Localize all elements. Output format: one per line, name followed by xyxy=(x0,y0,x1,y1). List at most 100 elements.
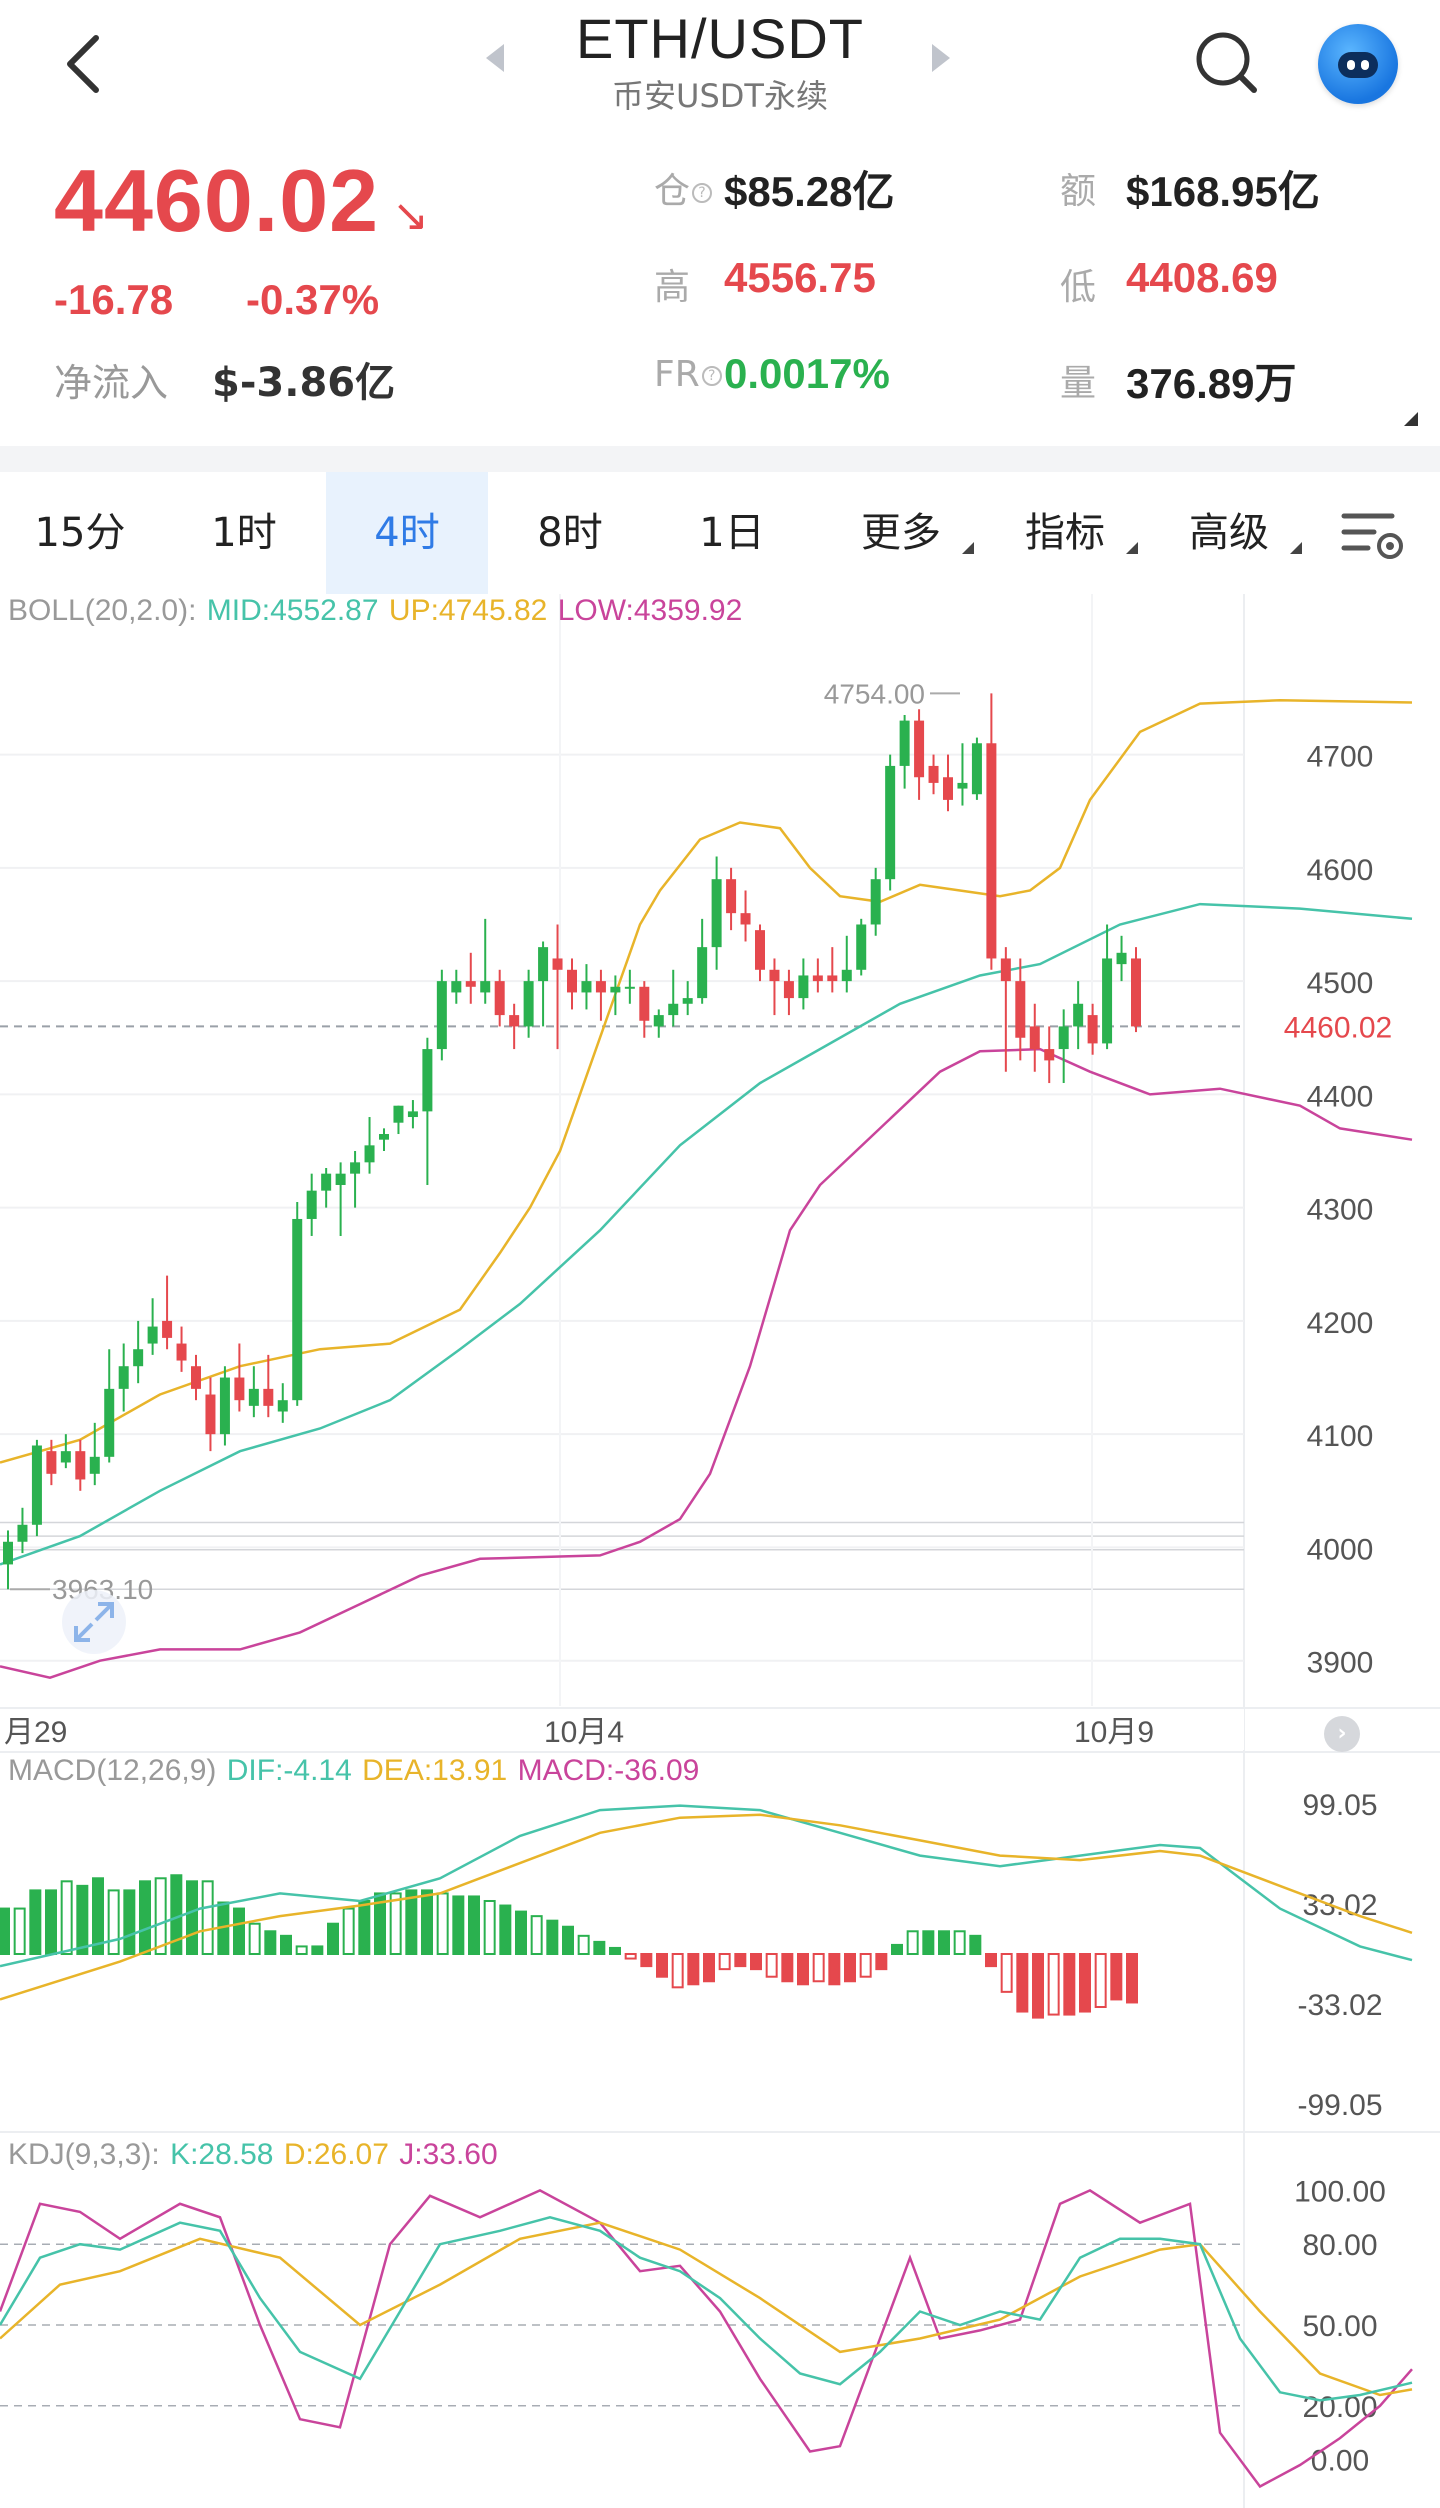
price-tick-label: 4000 xyxy=(1307,1533,1374,1566)
tab-1d[interactable]: 1日 xyxy=(652,472,812,594)
prev-pair-icon[interactable] xyxy=(486,44,504,72)
pair-title: ETH/USDT xyxy=(576,7,864,70)
candle-body xyxy=(856,924,867,970)
robot-avatar-icon[interactable] xyxy=(1318,24,1398,104)
boll-low: LOW:4359.92 xyxy=(557,594,743,627)
help-icon[interactable]: ? xyxy=(692,183,713,203)
funding-rate-label[interactable]: FR? xyxy=(654,354,722,395)
volume-label: 量 xyxy=(1060,363,1097,404)
kdj-d: D:26.07 xyxy=(283,2138,389,2171)
tab-4h[interactable]: 4时 xyxy=(326,472,488,594)
candle-body xyxy=(277,1400,288,1412)
macd-histogram-bar xyxy=(389,1892,402,1956)
help-icon[interactable]: ? xyxy=(701,366,722,386)
macd-histogram-bar xyxy=(891,1943,903,1956)
macd-histogram-bar xyxy=(29,1889,42,1955)
macd-histogram-bar xyxy=(1032,1953,1044,2019)
candle-body xyxy=(581,981,592,993)
kdj-tick-label: 80.00 xyxy=(1302,2229,1377,2262)
kdj-tick-label: 100.00 xyxy=(1294,2175,1386,2208)
macd-legend[interactable]: MACD(12,26,9) DIF:-4.14 DEA:13.91 MACD:-… xyxy=(8,1754,701,1788)
kdj-legend[interactable]: KDJ(9,3,3): K:28.58 D:26.07 J:33.60 xyxy=(8,2138,500,2172)
macd-histogram-bar xyxy=(436,1892,449,1956)
macd-histogram-bar xyxy=(280,1934,292,1956)
candle-body xyxy=(783,981,794,999)
tab-indicators[interactable]: 指标 xyxy=(990,472,1140,594)
time-label: 月29 xyxy=(4,1716,67,1749)
kdj-j: J:33.60 xyxy=(399,2138,498,2171)
volume-value: 376.89万 xyxy=(1126,360,1297,407)
candle-body xyxy=(1116,952,1127,965)
candle-body xyxy=(1131,958,1141,1027)
macd-histogram-bar xyxy=(703,1953,715,1983)
tab-8h[interactable]: 8时 xyxy=(490,472,650,594)
boll-mid-line xyxy=(0,902,1413,1566)
tab-label: 4时 xyxy=(374,510,440,556)
macd-histogram-bar xyxy=(92,1877,104,1955)
open-interest-label[interactable]: 仓? xyxy=(654,162,713,214)
macd-histogram-bar xyxy=(452,1895,465,1955)
scroll-to-latest-icon[interactable]: › xyxy=(1324,1716,1360,1752)
search-icon[interactable] xyxy=(1190,26,1262,98)
avatar-eye xyxy=(1361,60,1369,70)
avatar-eye xyxy=(1347,60,1355,70)
tab-label: 更多 xyxy=(861,510,941,556)
boll-name: BOLL(20,2.0): xyxy=(8,594,197,627)
candle-body xyxy=(393,1105,404,1123)
macd-histogram-bar xyxy=(985,1953,997,1968)
macd-histogram-bar xyxy=(483,1899,496,1955)
turnover-label: 额 xyxy=(1060,171,1097,212)
macd-histogram-bar xyxy=(922,1930,935,1955)
back-arrow-icon[interactable] xyxy=(50,24,120,104)
macd-histogram-bar xyxy=(374,1892,386,1956)
candle-body xyxy=(899,720,910,766)
stats-expand-icon[interactable] xyxy=(1404,412,1418,426)
candle-body xyxy=(523,981,534,1027)
expand-icon[interactable] xyxy=(62,1590,126,1654)
candle-body xyxy=(335,1173,346,1185)
tab-more[interactable]: 更多 xyxy=(826,472,976,594)
pair-header[interactable]: ETH/USDT 币安USDT永续 xyxy=(470,6,970,117)
macd-histogram-bar xyxy=(781,1953,794,1983)
price-tick-label: 4300 xyxy=(1307,1194,1374,1227)
macd-histogram-bar xyxy=(107,1889,120,1955)
dropdown-icon xyxy=(1290,542,1302,554)
next-pair-icon[interactable] xyxy=(932,44,950,72)
macd-histogram-bar xyxy=(295,1945,308,1956)
candle-body xyxy=(162,1320,173,1338)
macd-histogram-bar xyxy=(859,1953,872,1978)
boll-legend[interactable]: BOLL(20,2.0): MID:4552.87 UP:4745.82 LOW… xyxy=(8,594,744,628)
open-interest-value: $85.28亿 xyxy=(724,168,895,215)
tab-label: 8时 xyxy=(537,510,603,556)
current-price-label: 4460.02 xyxy=(1284,1011,1392,1044)
funding-rate-value: 0.0017% xyxy=(724,350,890,397)
macd-histogram-bar xyxy=(201,1880,214,1956)
tab-advanced[interactable]: 高级 xyxy=(1154,472,1304,594)
kdj-name: KDJ(9,3,3): xyxy=(8,2138,160,2171)
candle-body xyxy=(798,975,809,999)
macd-histogram-bar xyxy=(530,1915,543,1956)
candle-body xyxy=(1102,958,1113,1044)
price-axis: 4700 4600 4500 4400 4300 4200 4100 4000 3900 月29 1… xyxy=(4,678,1426,1749)
candle-body xyxy=(147,1326,158,1344)
tab-1h[interactable]: 1时 xyxy=(164,472,324,594)
macd-dif-line xyxy=(0,1804,1413,1968)
macd-histogram-bar xyxy=(562,1925,574,1956)
price-tick-label: 4200 xyxy=(1307,1307,1374,1340)
kdj-d-line xyxy=(0,2221,1413,2397)
candle-body xyxy=(263,1388,274,1406)
candle-body xyxy=(1015,981,1026,1038)
chart-settings-icon[interactable] xyxy=(1340,510,1410,564)
macd-histogram-bar xyxy=(577,1934,590,1956)
candle-body xyxy=(234,1377,245,1401)
candle-body xyxy=(914,720,925,778)
candle-body xyxy=(31,1445,42,1525)
candle-body xyxy=(176,1343,187,1361)
tab-15m[interactable]: 15分 xyxy=(0,472,160,594)
candle-body xyxy=(306,1190,317,1219)
max-price-label: 4754.00 xyxy=(824,678,925,709)
candle-body xyxy=(248,1388,259,1406)
tab-label: 1日 xyxy=(699,510,765,556)
macd-histogram-bar xyxy=(1016,1953,1029,2013)
